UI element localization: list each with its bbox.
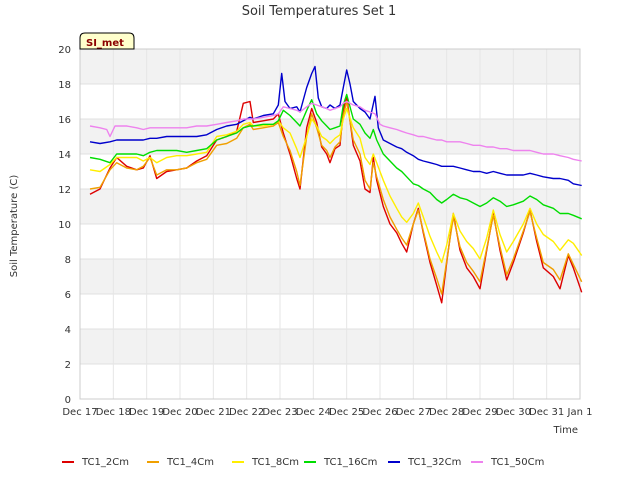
x-tick-label: Dec 24 [296, 407, 331, 418]
series-line-tc1-8cm [89, 107, 583, 264]
x-tick-label: Dec 31 [529, 407, 564, 418]
legend-label: TC1_50Cm [490, 457, 544, 468]
plot-band [80, 329, 580, 364]
legend-label: TC1_8Cm [251, 457, 299, 468]
plot-frame [79, 48, 581, 400]
x-tick-label: Dec 19 [129, 407, 164, 418]
plot-band [80, 259, 580, 294]
y-tick-label: 12 [58, 185, 71, 196]
legend-item: TC1_2Cm [62, 457, 129, 468]
legend-item: TC1_50Cm [471, 457, 544, 468]
x-tick-label: Dec 23 [262, 407, 297, 418]
x-tick-label: Dec 22 [229, 407, 264, 418]
station-badge: SI_met [79, 32, 135, 50]
legend-item: TC1_32Cm [388, 457, 461, 468]
legend-label: TC1_32Cm [407, 457, 461, 468]
plot-band [80, 294, 580, 329]
y-axis-ticks: 0 2 4 6 8 10 12 14 16 18 20 [58, 45, 71, 406]
x-tick-label: Dec 29 [462, 407, 497, 418]
legend-label: TC1_16Cm [323, 457, 377, 468]
x-tick-label: Dec 21 [196, 407, 231, 418]
legend: TC1_2Cm TC1_4Cm TC1_8Cm TC1_16Cm TC1_32Cm TC1… [62, 457, 544, 468]
y-tick-label: 18 [58, 80, 71, 91]
y-tick-label: 14 [58, 150, 71, 161]
x-axis-label: Time [553, 425, 578, 436]
station-badge-label: SI_met [86, 38, 124, 49]
x-tick-label: Dec 20 [162, 407, 197, 418]
plot-band [80, 49, 580, 84]
y-tick-label: 10 [58, 220, 71, 231]
legend-label: TC1_4Cm [166, 457, 214, 468]
series-line-tc1-4cm [89, 100, 583, 295]
x-tick-label: Dec 27 [396, 407, 431, 418]
plot-band [80, 224, 580, 259]
x-tick-label: Dec 30 [496, 407, 531, 418]
series-line-tc1-50cm [89, 100, 582, 162]
x-tick-label: Dec 26 [362, 407, 397, 418]
legend-item: TC1_4Cm [147, 457, 214, 468]
y-axis-label: Soil Temperature (C) [9, 175, 20, 278]
series-line-tc1-32cm [89, 65, 582, 187]
legend-label: TC1_2Cm [81, 457, 129, 468]
series-layer [89, 65, 583, 304]
y-tick-label: 16 [58, 115, 71, 126]
chart-title: Soil Temperatures Set 1 [242, 4, 397, 19]
y-tick-label: 8 [65, 255, 71, 266]
y-tick-label: 4 [65, 325, 71, 336]
y-tick-label: 0 [65, 395, 71, 406]
plot-band [80, 84, 580, 119]
series-line-tc1-16cm [89, 93, 582, 220]
plot-band [80, 364, 580, 399]
plot-band [80, 189, 580, 224]
y-tick-label: 2 [65, 360, 71, 371]
x-tick-label: Dec 25 [329, 407, 364, 418]
x-tick-label: Dec 18 [96, 407, 131, 418]
station-badge-box [79, 32, 135, 50]
x-tick-label: Jan 1 [567, 407, 593, 418]
x-tick-label: Dec 17 [62, 407, 97, 418]
y-tick-label: 6 [65, 290, 71, 301]
legend-item: TC1_16Cm [304, 457, 377, 468]
y-tick-label: 20 [58, 45, 71, 56]
x-tick-label: Dec 28 [429, 407, 464, 418]
plot-bands [80, 49, 580, 399]
legend-item: TC1_8Cm [232, 457, 299, 468]
